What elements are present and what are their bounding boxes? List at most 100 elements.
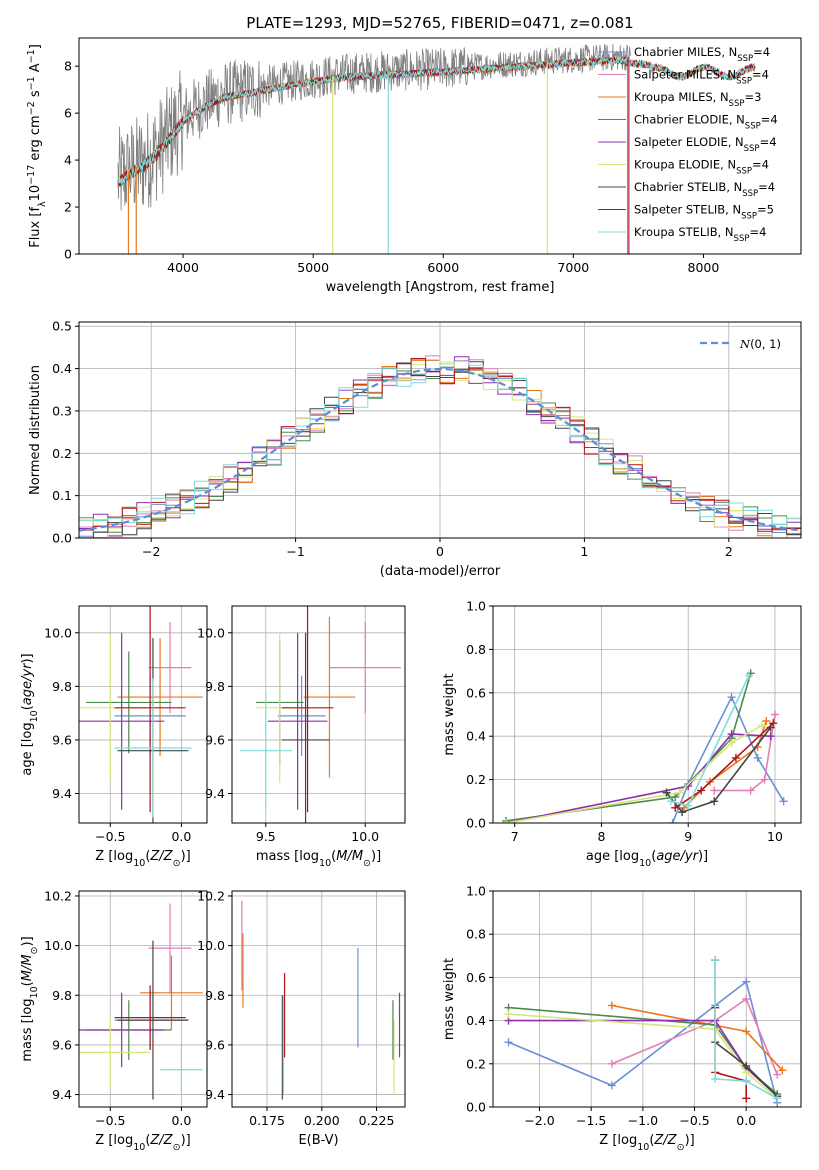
y-tick-label: 0.5 — [52, 319, 72, 334]
x-tick-label: 10.0 — [351, 829, 379, 844]
x-label-part: ⊙ — [677, 1142, 685, 1153]
x-axis-label: Z [log10(Z/Z⊙)] — [599, 1133, 694, 1153]
y-tick-label: 9.8 — [52, 988, 72, 1003]
x-tick-label: −1.0 — [628, 1113, 658, 1128]
legend-label: Salpeter STELIB, NSSP=5 — [634, 203, 774, 222]
legend-n: =4 — [752, 68, 769, 82]
x-axis-label: age [log10(age/yr)] — [586, 849, 708, 869]
y-label-part: 10 — [28, 185, 43, 202]
y-label-part: λ — [37, 201, 48, 207]
weight-line-kroupa-miles — [611, 1004, 783, 1071]
y-tick-label: 4 — [64, 153, 72, 168]
weight-marker — [742, 1027, 751, 1036]
y-label-part: −1 — [26, 76, 37, 90]
x-label-part: Z/Z — [653, 1133, 677, 1148]
y-tick-label: 9.8 — [205, 679, 225, 694]
legend-sub: SSP — [729, 99, 745, 109]
x-label-part: mass [log — [256, 849, 319, 864]
weight-marker — [744, 671, 753, 680]
y-tick-label: 1.0 — [466, 884, 486, 899]
y-tick-label: 9.4 — [52, 1087, 72, 1102]
x-label-part: )] — [685, 1133, 695, 1148]
x-label-part: )] — [181, 1133, 191, 1148]
plot-area — [493, 606, 801, 823]
legend-n: =4 — [758, 180, 775, 194]
x-tick-label: −2.0 — [524, 1113, 554, 1128]
legend-name: Salpeter STELIB, N — [634, 203, 741, 217]
axes-frame — [492, 890, 802, 1108]
x-axis-label: E(B-V) — [298, 1133, 338, 1148]
axes-frame — [231, 605, 406, 824]
legend-script-n: N — [739, 337, 751, 351]
histogram-kroupa-stelib — [79, 360, 801, 525]
y-label-part: ( — [20, 705, 35, 710]
panel-residuals: −2 −1 0 1 2 0.0 0.1 0.2 0.3 0.4 0.5 (data-model)/er… — [28, 319, 802, 579]
panel-age-vs-mass: 9.5 10.0 9.4 9.6 9.8 10.0 mass [log10(M/M⊙)] — [197, 605, 406, 869]
x-tick-label: 6000 — [427, 260, 459, 275]
x-tick-label: 1 — [580, 544, 588, 559]
legend-label: Chabrier MILES, NSSP=4 — [634, 45, 770, 64]
y-tick-label: 9.6 — [205, 1037, 225, 1052]
axes-frame — [231, 890, 406, 1108]
y-axis-label: mass weight — [442, 958, 457, 1040]
panel-weight-vs-age: 7 8 9 10 0.0 0.2 0.4 0.6 0.8 1.0 mass weight age [l… — [442, 599, 802, 869]
y-label-part: s — [28, 90, 43, 101]
axes-frame — [78, 605, 208, 824]
y-label-part: Flux [f — [28, 207, 43, 248]
x-label-part: ( — [651, 849, 656, 864]
panel-spectrum: 4000 5000 6000 7000 8000 0 2 4 6 8 wavelength [Ang… — [26, 37, 802, 295]
weight-marker — [762, 717, 771, 726]
x-tick-label: 7000 — [557, 260, 589, 275]
legend-name: Chabrier MILES, N — [634, 45, 737, 59]
axes-frame — [492, 605, 802, 824]
weight-marker — [710, 786, 719, 795]
weight-marker — [666, 797, 675, 806]
legend-label: Chabrier STELIB, NSSP=4 — [634, 180, 775, 199]
legend-n: =4 — [761, 113, 778, 127]
legend-label: Kroupa MILES, NSSP=3 — [634, 90, 761, 109]
weight-marker — [711, 956, 720, 965]
weight-line-kroupa-stelib — [714, 960, 778, 1100]
legend-name: Kroupa STELIB, N — [634, 225, 734, 239]
x-label-part: Z/Z — [149, 849, 173, 864]
legend-n: =3 — [744, 90, 761, 104]
legend-label: Kroupa STELIB, NSSP=4 — [634, 225, 766, 244]
legend-label: Salpeter ELODIE, NSSP=4 — [634, 135, 777, 154]
y-label-part: −1 — [26, 49, 37, 63]
y-tick-label: 0.4 — [52, 361, 72, 376]
weight-marker — [727, 693, 736, 702]
y-tick-label: 9.6 — [52, 1037, 72, 1052]
weight-line-salpeter-miles — [714, 714, 776, 792]
panel-mass-vs-ebv: 0.175 0.200 0.225 9.4 9.6 9.8 10.0 10.2 E(B-V) — [197, 888, 406, 1148]
x-label-part: 10 — [133, 858, 145, 869]
x-tick-label: −2 — [142, 544, 160, 559]
x-label-part: )] — [698, 849, 708, 864]
y-tick-label: 10.0 — [44, 938, 72, 953]
weight-line-kroupa-miles — [683, 720, 768, 809]
axes-frame — [78, 37, 802, 255]
y-tick-label: 10.2 — [197, 888, 225, 903]
x-label-part: 10 — [637, 1142, 649, 1153]
y-tick-label: 10.2 — [44, 888, 72, 903]
weight-marker — [760, 775, 769, 784]
legend-label: Salpeter MILES, NSSP=4 — [634, 68, 769, 87]
legend-sub: SSP — [744, 144, 760, 154]
weight-marker — [746, 786, 755, 795]
x-tick-label: 8 — [597, 829, 605, 844]
x-tick-label: −1.5 — [576, 1113, 606, 1128]
legend-n: =5 — [757, 203, 774, 217]
legend-sub: SSP — [741, 212, 757, 222]
y-tick-label: 9.8 — [52, 679, 72, 694]
y-tick-label: 10.0 — [44, 625, 72, 640]
x-axis-label: wavelength [Angstrom, rest frame] — [326, 280, 555, 295]
weight-line-salpeter-stelib — [714, 1007, 747, 1099]
x-tick-label: 0.0 — [171, 1113, 191, 1128]
y-tick-label: 9.8 — [205, 988, 225, 1003]
plot-area — [232, 891, 405, 1107]
y-label-part: 10 — [29, 710, 40, 722]
y-tick-label: 9.6 — [52, 732, 72, 747]
panel-weight-vs-Z: −2.0 −1.5 −1.0 −0.5 0.0 0.0 0.2 0.4 0.6 0.8 1.0 mas… — [442, 884, 802, 1153]
